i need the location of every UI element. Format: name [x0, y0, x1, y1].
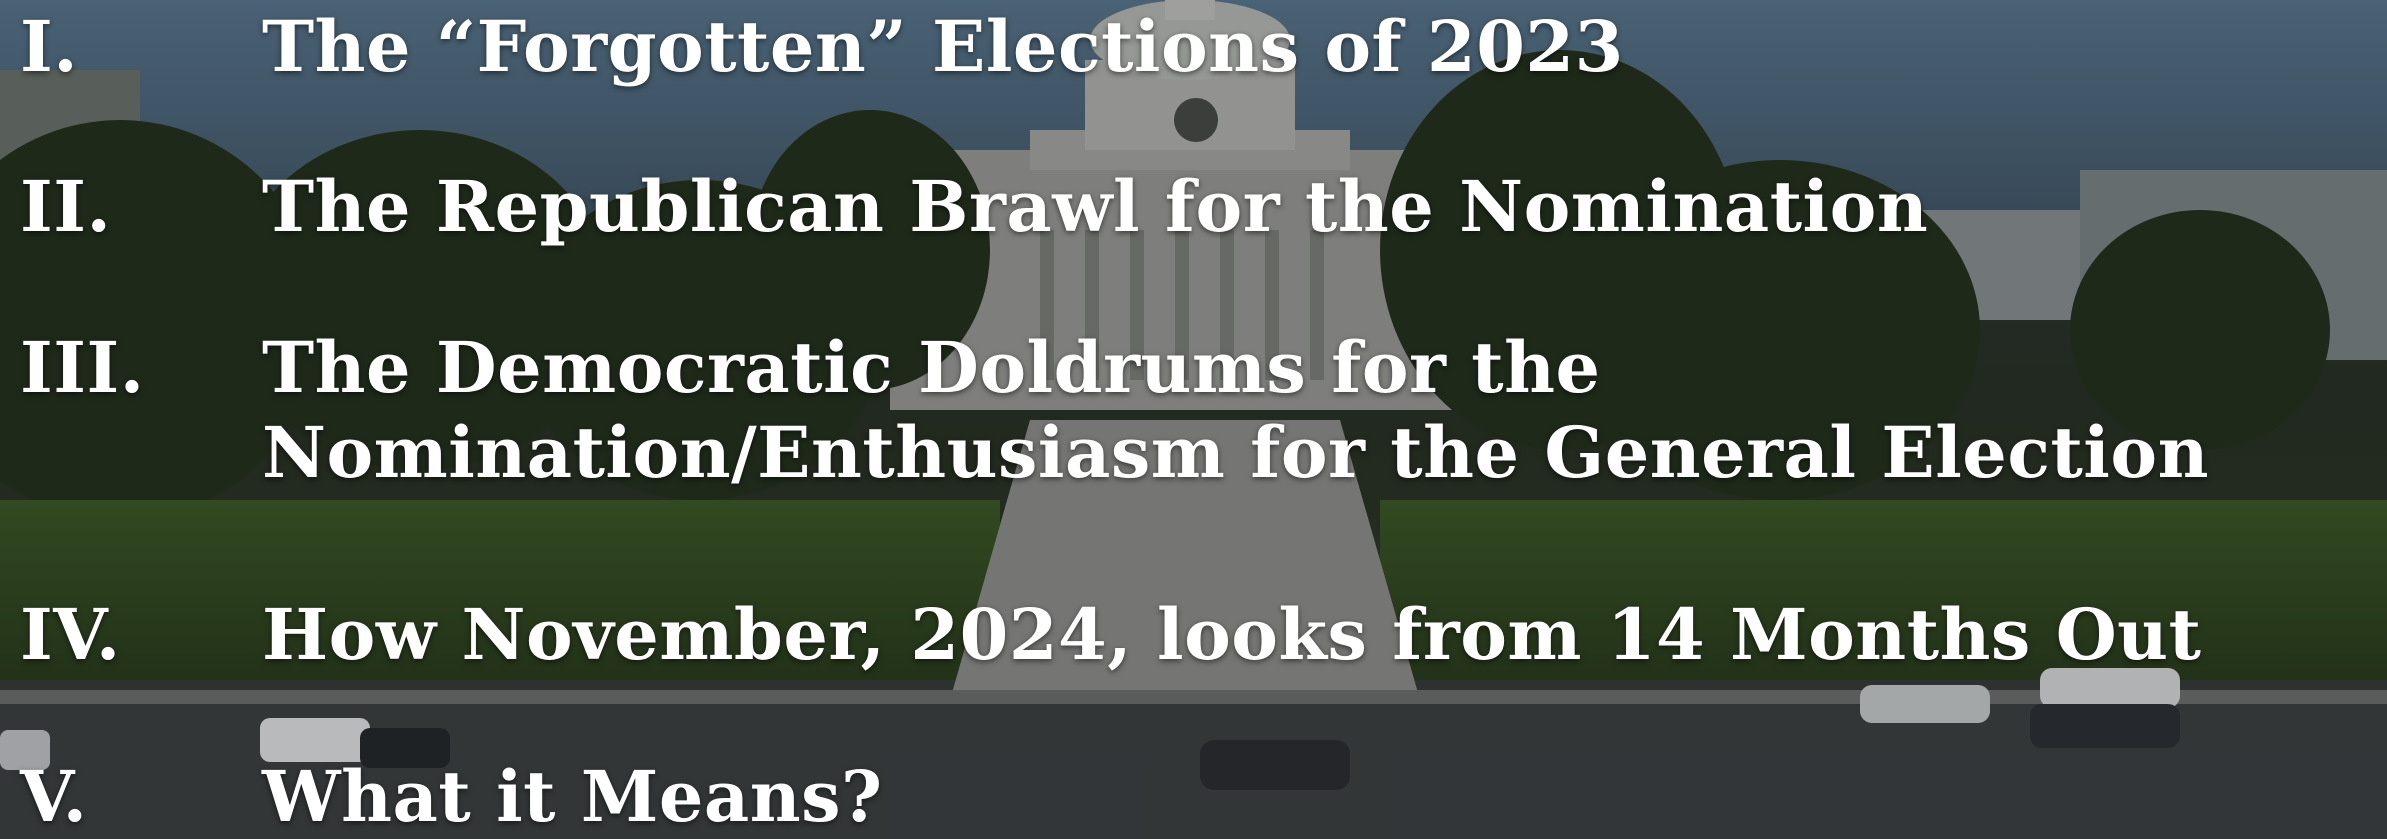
outline-numeral: II.: [20, 165, 112, 248]
outline-numeral: I.: [20, 5, 79, 88]
right-lawn: [1380, 500, 2387, 680]
outline-heading-line: How November, 2024, looks from 14 Months…: [262, 593, 2202, 676]
outline-heading-line: The Republican Brawl for the Nomination: [262, 165, 1929, 248]
trees: [0, 50, 2330, 520]
outline-heading: The Republican Brawl for the Nomination: [262, 164, 1928, 249]
outline-heading-line: The Democratic Doldrums for the: [262, 326, 1601, 409]
outline-heading-line: What it Means?: [262, 755, 883, 838]
outline-heading-line: The “Forgotten” Elections of 2023: [262, 5, 1624, 88]
outline-heading-line: Nomination/Enthusiasm for the General El…: [262, 411, 2209, 495]
outline-heading: The Democratic Doldrums for the Nominati…: [262, 325, 2209, 496]
outline-numeral: III.: [20, 326, 145, 409]
left-lawn: [0, 500, 1000, 680]
street: [0, 700, 2387, 839]
outline-item: II. The Republican Brawl for the Nominat…: [0, 164, 2387, 254]
sidewalk: [0, 690, 2387, 704]
capitol-building: [890, 0, 1490, 410]
outline-item: I. The “Forgotten” Elections of 2023: [0, 4, 2387, 94]
outline-numeral: V.: [20, 755, 88, 838]
cars: [0, 668, 2180, 790]
outline-item: IV. How November, 2024, looks from 14 Mo…: [0, 592, 2387, 682]
outline-item: III. The Democratic Doldrums for the Nom…: [0, 325, 2387, 505]
outline-heading: How November, 2024, looks from 14 Months…: [262, 592, 2201, 677]
outline-numeral: IV.: [20, 593, 121, 676]
outline-heading: What it Means?: [262, 754, 883, 839]
capitol-steps: [950, 420, 1420, 700]
outline-heading: The “Forgotten” Elections of 2023: [262, 4, 1624, 89]
outline-item: V. What it Means?: [0, 754, 2387, 839]
